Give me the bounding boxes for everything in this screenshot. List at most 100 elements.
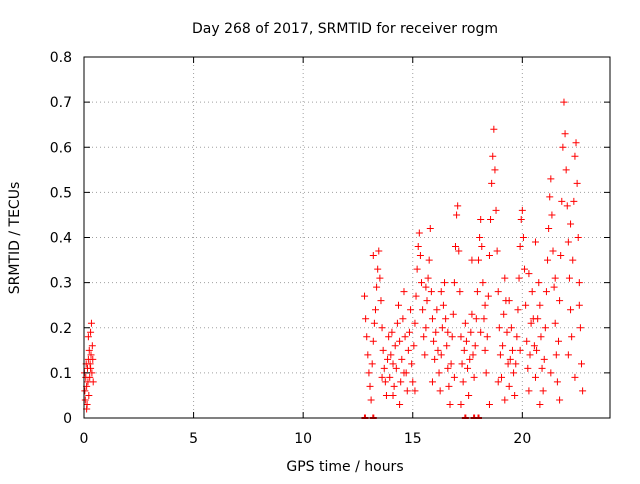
data-point	[393, 319, 401, 327]
data-point	[563, 202, 571, 210]
data-point	[545, 224, 553, 232]
y-tick-label: 0.2	[50, 321, 72, 337]
data-point	[436, 387, 444, 395]
data-point	[382, 391, 390, 399]
data-point	[564, 238, 572, 246]
data-point	[567, 306, 575, 314]
data-point	[548, 211, 556, 219]
data-point	[547, 175, 555, 183]
y-axis-label: SRMTID / TECUs	[7, 182, 23, 295]
y-tick-label: 0.3	[50, 276, 72, 292]
data-point	[557, 252, 565, 260]
y-tick-label: 0.8	[50, 50, 72, 66]
data-point	[87, 364, 95, 372]
data-point	[447, 360, 455, 368]
data-point	[448, 333, 456, 341]
data-point	[478, 243, 486, 251]
data-point	[479, 279, 487, 287]
data-point	[500, 310, 508, 318]
data-point	[370, 319, 378, 327]
data-point	[570, 197, 578, 205]
x-tick-label: 10	[294, 431, 312, 447]
data-point	[371, 306, 379, 314]
data-point	[437, 288, 445, 296]
data-point	[395, 301, 403, 309]
data-point	[525, 387, 533, 395]
x-axis-label: GPS time / hours	[286, 459, 403, 475]
data-point	[534, 315, 542, 323]
data-points	[80, 98, 587, 413]
data-point	[438, 324, 446, 332]
data-point	[432, 328, 440, 336]
data-point	[511, 391, 519, 399]
data-point	[411, 319, 419, 327]
x-tick-label: 0	[80, 431, 89, 447]
data-point	[391, 342, 399, 350]
data-point	[396, 400, 404, 408]
data-point	[562, 166, 570, 174]
data-point	[498, 373, 506, 381]
data-point	[538, 364, 546, 372]
data-point	[412, 292, 420, 300]
data-point	[413, 265, 421, 273]
data-point	[428, 315, 436, 323]
data-point	[387, 351, 395, 359]
data-point	[421, 351, 429, 359]
data-point	[495, 324, 503, 332]
data-point	[398, 355, 406, 363]
data-point	[541, 324, 549, 332]
data-point	[565, 274, 573, 282]
data-point	[484, 292, 492, 300]
data-point	[513, 333, 521, 341]
data-point	[472, 315, 480, 323]
data-point	[403, 387, 411, 395]
data-point	[407, 306, 415, 314]
data-point	[475, 256, 482, 264]
data-point	[554, 337, 562, 345]
data-point	[531, 373, 539, 381]
grid	[84, 57, 610, 418]
data-point	[552, 351, 560, 359]
data-point	[87, 319, 95, 327]
data-point	[420, 333, 428, 341]
data-point	[516, 243, 524, 251]
data-point	[480, 315, 488, 323]
data-point	[539, 387, 547, 395]
data-point	[439, 301, 447, 309]
data-point	[564, 351, 572, 359]
data-point	[379, 346, 387, 354]
data-point	[485, 400, 493, 408]
data-point	[368, 360, 376, 368]
data-point	[416, 252, 424, 260]
data-point	[426, 224, 434, 232]
data-point	[457, 400, 465, 408]
data-point	[568, 333, 576, 341]
data-point	[89, 378, 97, 386]
data-point	[450, 373, 458, 381]
data-point	[536, 301, 544, 309]
data-point	[81, 396, 89, 404]
data-point	[377, 297, 385, 305]
data-point	[540, 355, 548, 363]
data-point	[434, 346, 442, 354]
x-tick-label: 20	[513, 431, 531, 447]
y-tick-label: 0.6	[50, 140, 72, 156]
data-point	[446, 400, 454, 408]
data-point	[481, 346, 489, 354]
data-point	[531, 238, 539, 246]
data-point	[470, 373, 478, 381]
data-point	[430, 337, 438, 345]
data-point	[454, 202, 462, 210]
data-point	[376, 274, 384, 282]
data-point	[505, 297, 513, 305]
data-point	[461, 319, 469, 327]
data-point	[572, 139, 580, 147]
data-point	[374, 265, 382, 273]
y-tick-label: 0.7	[50, 95, 72, 111]
data-point	[441, 279, 449, 287]
data-point	[396, 337, 404, 345]
data-point	[87, 351, 95, 359]
data-point	[576, 324, 584, 332]
data-point	[89, 355, 97, 363]
